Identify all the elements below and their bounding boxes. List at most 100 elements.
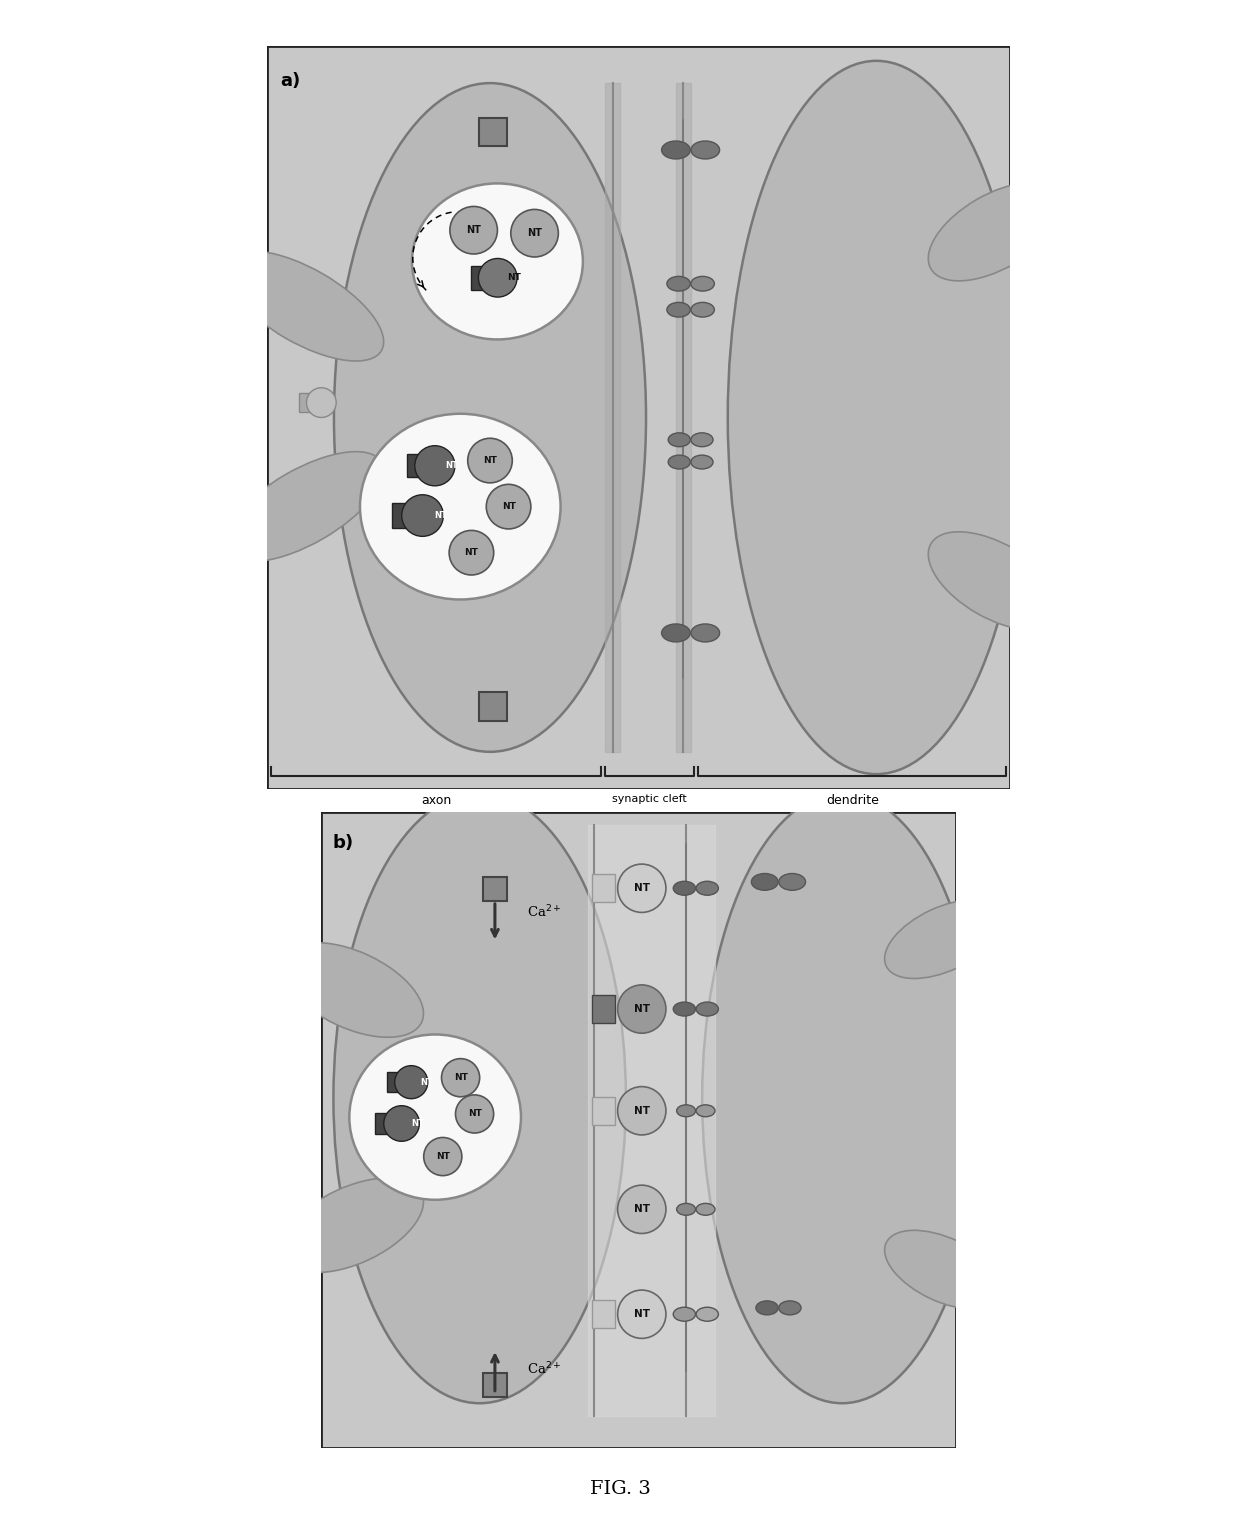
FancyBboxPatch shape — [482, 1373, 507, 1397]
Circle shape — [441, 1059, 480, 1097]
Ellipse shape — [691, 141, 719, 159]
Ellipse shape — [929, 532, 1063, 630]
Ellipse shape — [281, 1178, 424, 1273]
Text: b): b) — [332, 835, 353, 852]
Ellipse shape — [702, 794, 982, 1403]
Ellipse shape — [281, 942, 424, 1037]
Ellipse shape — [677, 1203, 696, 1215]
Circle shape — [415, 446, 455, 486]
Circle shape — [618, 1186, 666, 1233]
Ellipse shape — [673, 881, 696, 895]
FancyBboxPatch shape — [471, 267, 490, 290]
Ellipse shape — [662, 624, 691, 642]
Ellipse shape — [334, 83, 646, 752]
Text: NT: NT — [434, 512, 448, 519]
FancyBboxPatch shape — [387, 1072, 404, 1092]
Circle shape — [449, 530, 494, 574]
Circle shape — [402, 495, 444, 536]
FancyBboxPatch shape — [299, 392, 315, 412]
Circle shape — [450, 207, 497, 254]
Ellipse shape — [412, 184, 583, 340]
FancyBboxPatch shape — [593, 1097, 615, 1124]
Ellipse shape — [691, 624, 719, 642]
Ellipse shape — [668, 434, 691, 447]
Ellipse shape — [673, 1307, 696, 1321]
Ellipse shape — [779, 873, 806, 890]
Ellipse shape — [756, 1301, 779, 1314]
Ellipse shape — [884, 899, 1003, 979]
FancyBboxPatch shape — [593, 875, 615, 902]
Text: a): a) — [280, 72, 301, 90]
Text: NT: NT — [466, 225, 481, 236]
Text: NT: NT — [527, 228, 542, 237]
Circle shape — [424, 1137, 461, 1175]
FancyBboxPatch shape — [593, 996, 615, 1023]
Ellipse shape — [673, 1002, 696, 1016]
Text: FIG. 3: FIG. 3 — [589, 1480, 651, 1498]
FancyBboxPatch shape — [321, 812, 956, 1448]
Ellipse shape — [779, 1301, 801, 1314]
Text: NT: NT — [634, 1106, 650, 1115]
Text: NT: NT — [507, 273, 521, 282]
Ellipse shape — [691, 455, 713, 469]
Ellipse shape — [728, 61, 1025, 774]
Text: NT: NT — [454, 1074, 467, 1082]
Circle shape — [383, 1106, 419, 1141]
FancyBboxPatch shape — [392, 502, 414, 529]
Ellipse shape — [360, 414, 560, 599]
Ellipse shape — [677, 1105, 696, 1117]
Ellipse shape — [224, 251, 383, 362]
Circle shape — [479, 259, 517, 297]
Text: NT: NT — [445, 461, 458, 470]
Text: NT: NT — [420, 1077, 433, 1086]
Circle shape — [486, 484, 531, 529]
FancyBboxPatch shape — [482, 876, 507, 901]
Ellipse shape — [691, 434, 713, 447]
Circle shape — [618, 1086, 666, 1135]
Text: NT: NT — [634, 1310, 650, 1319]
Circle shape — [306, 388, 336, 417]
Text: NT: NT — [467, 1109, 481, 1118]
Text: NT: NT — [435, 1152, 450, 1161]
Circle shape — [467, 438, 512, 483]
Text: Ca$^{2+}$: Ca$^{2+}$ — [527, 904, 562, 919]
Text: NT: NT — [502, 502, 516, 512]
Text: synaptic cleft: synaptic cleft — [613, 794, 687, 804]
Circle shape — [455, 1095, 494, 1134]
FancyBboxPatch shape — [479, 118, 507, 146]
FancyBboxPatch shape — [479, 692, 507, 720]
Ellipse shape — [668, 455, 691, 469]
Ellipse shape — [691, 276, 714, 291]
Ellipse shape — [667, 276, 691, 291]
Text: Ca$^{2+}$: Ca$^{2+}$ — [527, 1360, 562, 1377]
Circle shape — [618, 985, 666, 1033]
Text: NT: NT — [410, 1118, 424, 1128]
Text: NT: NT — [634, 1204, 650, 1215]
Ellipse shape — [667, 302, 691, 317]
FancyBboxPatch shape — [593, 1301, 615, 1328]
Circle shape — [394, 1066, 428, 1098]
Ellipse shape — [696, 1002, 718, 1016]
Text: NT: NT — [634, 1003, 650, 1014]
Ellipse shape — [696, 1105, 715, 1117]
Ellipse shape — [224, 452, 383, 562]
Ellipse shape — [334, 794, 626, 1403]
Text: dendrite: dendrite — [826, 794, 879, 807]
Ellipse shape — [929, 182, 1063, 280]
FancyBboxPatch shape — [376, 1112, 394, 1134]
Circle shape — [618, 1290, 666, 1339]
Ellipse shape — [884, 1230, 1003, 1310]
Ellipse shape — [751, 873, 777, 890]
Ellipse shape — [696, 881, 718, 895]
Circle shape — [618, 864, 666, 913]
Ellipse shape — [350, 1034, 521, 1200]
Ellipse shape — [696, 1307, 718, 1321]
Text: NT: NT — [634, 884, 650, 893]
Ellipse shape — [696, 1203, 715, 1215]
Circle shape — [511, 210, 558, 257]
Ellipse shape — [662, 141, 691, 159]
Ellipse shape — [691, 302, 714, 317]
FancyBboxPatch shape — [407, 455, 427, 478]
FancyBboxPatch shape — [267, 46, 1011, 789]
Text: NT: NT — [484, 457, 497, 466]
